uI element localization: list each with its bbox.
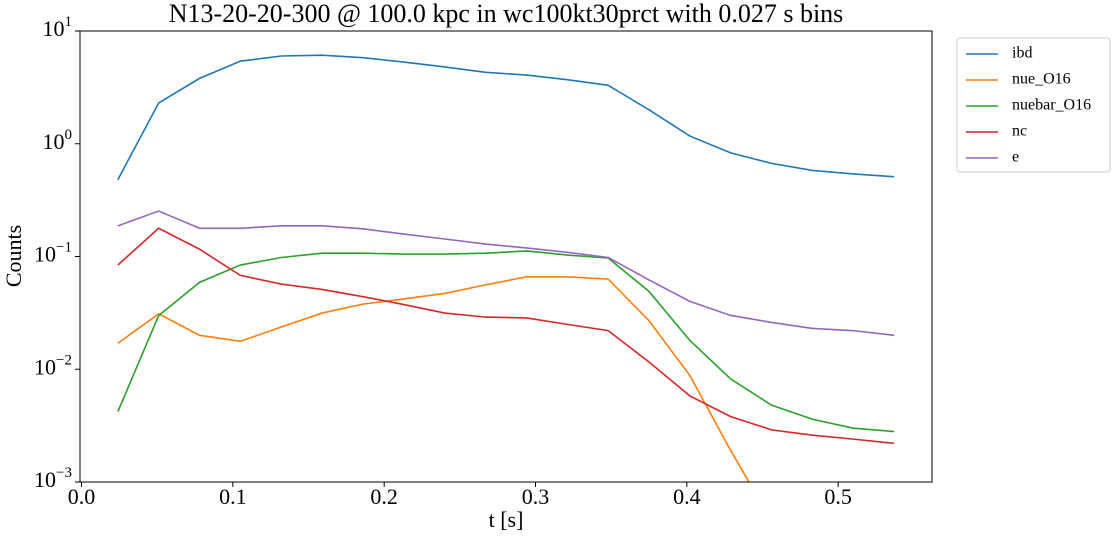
y-tick-label: 10−3 (34, 465, 72, 492)
y-tick-exponent: −3 (56, 465, 72, 481)
x-tick-label: 0.3 (522, 484, 550, 509)
y-tick-label: 10−1 (34, 240, 72, 267)
y-tick-base: 10 (34, 242, 56, 267)
y-axis-label: Counts (1, 225, 26, 287)
legend-label: e (1012, 149, 1019, 166)
y-tick-label: 101 (43, 14, 73, 41)
legend-box (956, 37, 1111, 173)
legend-label: nue_O16 (1012, 71, 1071, 88)
x-tick-label: 0.2 (370, 484, 398, 509)
series-line (117, 210, 895, 337)
series-line (117, 54, 895, 181)
x-tick-label: 0.5 (824, 484, 852, 509)
series-line (117, 227, 895, 445)
y-tick-label: 10−2 (34, 353, 72, 380)
y-tick-exponent: −1 (56, 240, 72, 256)
x-tick-label: 0.1 (219, 484, 247, 509)
chart-title: N13-20-20-300 @ 100.0 kpc in wc100kt30pr… (169, 0, 844, 28)
plot-lines (117, 54, 895, 482)
y-tick-label: 100 (43, 127, 73, 154)
y-tick-base: 10 (34, 354, 56, 379)
series-line (117, 276, 750, 482)
legend-label: nc (1012, 123, 1027, 140)
legend-label: ibd (1012, 45, 1032, 62)
x-tick-label: 0.0 (68, 484, 96, 509)
y-tick-base: 10 (43, 129, 65, 154)
y-tick-base: 10 (34, 467, 56, 492)
y-tick-exponent: 1 (65, 14, 73, 30)
series-line (117, 250, 895, 433)
x-axis-label: t [s] (489, 507, 524, 532)
y-tick-exponent: −2 (56, 353, 72, 369)
y-tick-exponent: 0 (65, 127, 73, 143)
legend-label: nuebar_O16 (1012, 97, 1091, 114)
y-tick-base: 10 (43, 16, 65, 41)
plot-frame (79, 30, 933, 483)
x-tick-label: 0.4 (673, 484, 701, 509)
